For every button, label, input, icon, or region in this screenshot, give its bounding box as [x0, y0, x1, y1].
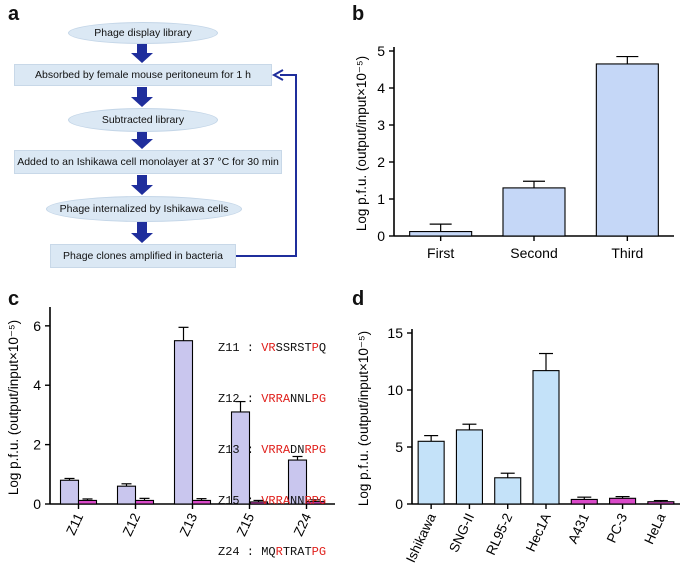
y-tick-label: 4	[377, 80, 385, 96]
sequence-text: MQRTRATPG	[261, 545, 327, 559]
bar	[116, 485, 137, 505]
bar	[494, 477, 522, 505]
sequence-row: Z11 : VRSSRSTPQ	[218, 340, 326, 357]
y-tick-label: 2	[33, 437, 41, 453]
x-tick-label: PC-3	[604, 511, 631, 545]
sequence-label: Z24 :	[218, 545, 255, 559]
panel-letter-b: b	[352, 3, 365, 25]
y-tick-label: 4	[33, 377, 41, 393]
bar	[417, 440, 445, 505]
x-tick-label: First	[427, 245, 454, 261]
y-axis-label: Log p.f.u. (output/input×10⁻⁵)	[6, 320, 21, 495]
y-tick-label: 3	[377, 117, 385, 133]
bar	[230, 411, 251, 505]
flow-step-4: Added to an Ishikawa cell monolayer at 3…	[14, 150, 282, 174]
sequence-label: Z12 :	[218, 392, 255, 406]
down-arrow-icon	[131, 87, 153, 107]
chart-b: 0 1 2 3 4 5 Log p.f.u. (output/input×10⁻⁵) Firs…	[354, 43, 674, 261]
sequence-row: Z13 : VRRADNRPG	[218, 442, 326, 459]
sequence-text: VRSSRSTPQ	[261, 341, 327, 355]
sequence-label: Z11 :	[218, 341, 255, 355]
bar	[59, 479, 80, 505]
loop-back-arrow	[236, 74, 297, 257]
y-tick-label: 10	[387, 382, 403, 398]
y-tick-label: 15	[387, 325, 403, 341]
x-tick-label: Second	[510, 245, 557, 261]
sequence-row: Z24 : MQRTRATPG	[218, 544, 326, 561]
y-tick-label: 5	[395, 439, 403, 455]
bar	[305, 501, 326, 505]
flow-step-3: Subtracted library	[68, 108, 218, 132]
y-axis-label: Log p.f.u. (output/input×10⁻⁵)	[354, 56, 369, 231]
x-tick-label: SNG-II	[446, 511, 477, 555]
bar	[532, 370, 560, 505]
chart-d: 0 5 10 15 Log p.f.u. (output/input×10⁻⁵) Ishi…	[356, 325, 680, 565]
y-tick-label: 5	[377, 43, 385, 59]
x-tick-label: RL95-2	[483, 511, 515, 557]
bar	[502, 187, 566, 237]
bar	[570, 498, 598, 505]
x-tick-label: Z12	[120, 511, 143, 538]
y-tick-label: 2	[377, 154, 385, 170]
x-tick-label: Third	[611, 245, 643, 261]
y-axis-label: Log p.f.u. (output/input×10⁻⁵)	[356, 331, 371, 506]
bar	[455, 429, 483, 505]
bar	[409, 231, 473, 237]
bar	[647, 501, 675, 505]
bar	[77, 499, 98, 505]
sequence-text: VRRADNRPG	[261, 443, 327, 457]
arrowhead-icon	[271, 69, 284, 81]
x-tick-label: A431	[565, 511, 592, 546]
sequence-row: Z12 : VRRANNLPG	[218, 391, 326, 408]
panel-letter-c: c	[8, 288, 20, 310]
sequence-text: VRRANNLPG	[261, 392, 327, 406]
flow-step-2: Absorbed by female mouse peritoneum for …	[14, 64, 272, 86]
panel-letter-a: a	[8, 3, 20, 25]
bar	[134, 499, 155, 505]
sequence-text: VRRANNRPG	[261, 494, 327, 508]
bar	[595, 63, 659, 237]
y-tick-label: 0	[33, 496, 41, 512]
sequence-label: Z13 :	[218, 443, 255, 457]
y-tick-label: 0	[377, 228, 385, 244]
x-tick-label: Z13	[177, 511, 200, 538]
sequence-label: Z15 :	[218, 494, 255, 508]
bar	[173, 340, 194, 505]
y-tick-label: 1	[377, 191, 385, 207]
x-tick-label: Hec1A	[523, 511, 554, 554]
bar	[191, 499, 212, 505]
y-tick-label: 6	[33, 318, 41, 334]
down-arrow-icon	[131, 44, 153, 63]
y-tick-label: 0	[395, 496, 403, 512]
chart-c: 0 2 4 6 Log p.f.u. (output/input×10⁻⁵) Z11 Z12…	[6, 307, 335, 538]
flow-step-1: Phage display library	[68, 22, 218, 44]
x-tick-label: Ishikawa	[403, 510, 439, 564]
bar	[609, 497, 637, 505]
panel-letter-d: d	[352, 288, 365, 310]
down-arrow-icon	[131, 132, 153, 149]
down-arrow-icon	[131, 175, 153, 195]
down-arrow-icon	[131, 222, 153, 243]
sequence-row: Z15 : VRRANNRPG	[218, 493, 326, 510]
flowchart-arrows	[131, 44, 297, 257]
flow-step-6: Phage clones amplified in bacteria	[50, 244, 236, 268]
flow-step-5: Phage internalized by Ishikawa cells	[46, 196, 242, 222]
x-tick-label: HeLa	[641, 510, 668, 546]
x-tick-label: Z11	[63, 511, 86, 538]
sequence-list: Z11 : VRSSRSTPQ Z12 : VRRANNLPG Z13 : VR…	[218, 306, 326, 578]
